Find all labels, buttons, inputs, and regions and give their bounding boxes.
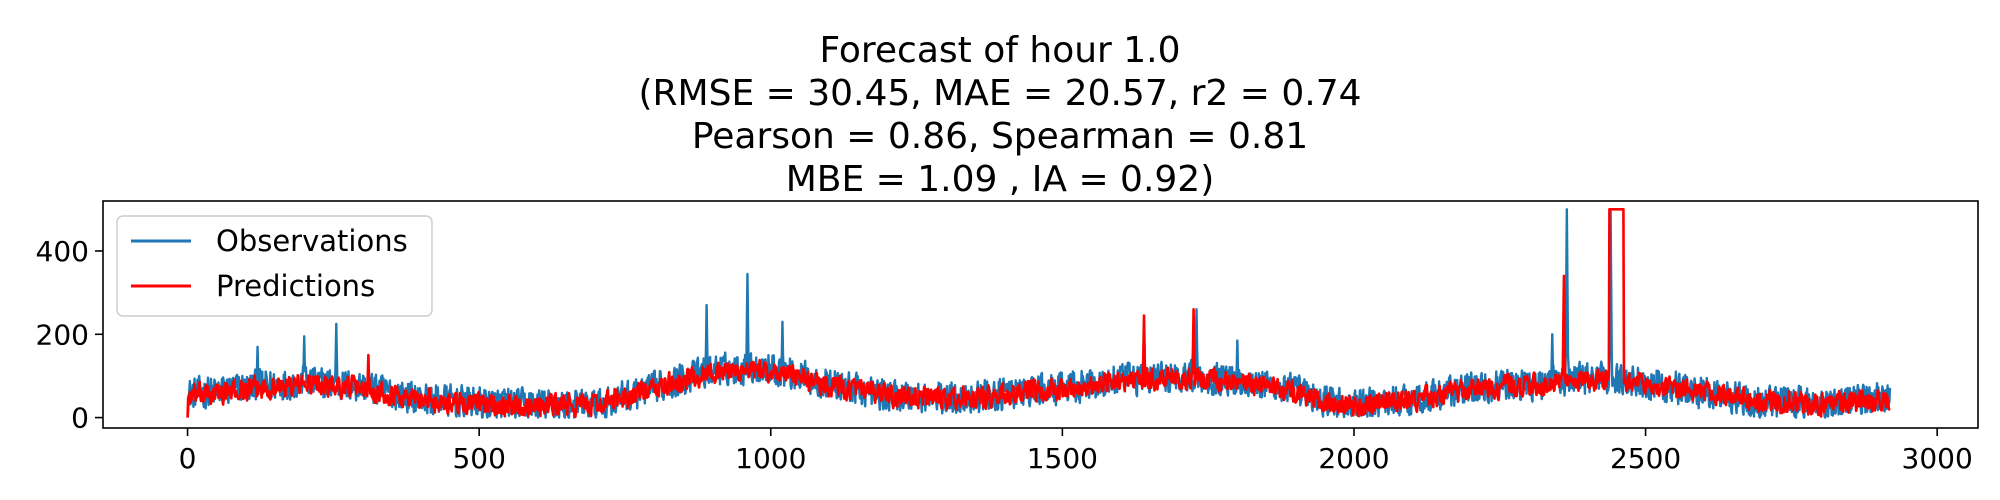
legend-label-predictions: Predictions (216, 269, 375, 303)
x-tick-label: 0 (179, 442, 197, 475)
title-line-1: Forecast of hour 1.0 (819, 30, 1180, 71)
axes-frame (102, 200, 1979, 429)
legend-box (116, 215, 433, 317)
title-line-4: MBE = 1.09 , IA = 0.92) (786, 159, 1215, 200)
y-tick-label: 400 (36, 235, 89, 268)
chart-title: Forecast of hour 1.0(RMSE = 30.45, MAE =… (638, 30, 1361, 200)
x-tick-label: 1500 (1027, 442, 1098, 475)
title-line-2: (RMSE = 30.45, MAE = 20.57, r2 = 0.74 (638, 73, 1361, 114)
y-axis: 0 200 400 (36, 235, 103, 435)
y-tick-label: 0 (71, 402, 89, 435)
plot-series (186, 208, 1892, 419)
x-tick-label: 2500 (1610, 442, 1681, 475)
legend: Observations Predictions (116, 215, 433, 317)
x-tick-label: 1000 (735, 442, 806, 475)
title-line-3: Pearson = 0.86, Spearman = 0.81 (692, 116, 1308, 157)
series-line-predictions (186, 208, 1891, 419)
x-axis: 0 500 1000 1500 2000 2500 3000 (179, 428, 1973, 475)
x-tick-label: 2000 (1318, 442, 1389, 475)
x-tick-label: 500 (452, 442, 505, 475)
x-tick-label: 3000 (1902, 442, 1973, 475)
legend-label-observations: Observations (216, 224, 408, 258)
y-tick-label: 200 (36, 318, 89, 351)
